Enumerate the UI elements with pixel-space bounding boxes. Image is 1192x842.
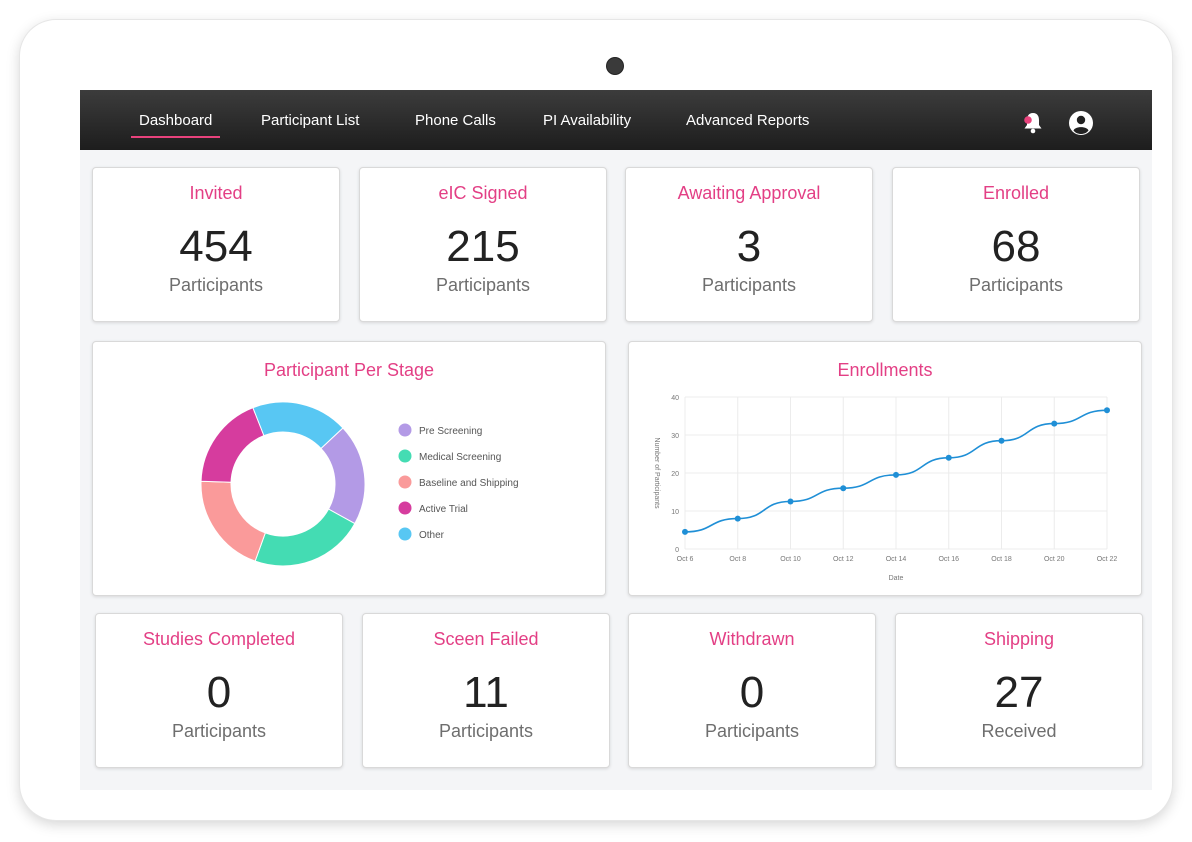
y-tick-label: 0 xyxy=(675,547,679,554)
stat-title: Invited xyxy=(189,183,243,203)
stat-value: 0 xyxy=(206,668,232,717)
data-point[interactable] xyxy=(1051,420,1058,427)
nav-participant-list[interactable]: Participant List xyxy=(261,112,360,129)
stat-unit: Received xyxy=(981,721,1057,741)
nav-phone-calls[interactable]: Phone Calls xyxy=(415,112,496,129)
stat-value: 27 xyxy=(994,668,1044,717)
x-tick-label: Oct 6 xyxy=(677,556,694,563)
donut-chart: Pre Screening Medical Screening Baseline a… xyxy=(200,401,519,567)
stat-title: eIC Signed xyxy=(438,183,528,203)
nav-dashboard[interactable]: Dashboard xyxy=(130,112,221,138)
bell-icon[interactable] xyxy=(1020,110,1046,136)
nav-pi-availability[interactable]: PI Availability xyxy=(543,112,632,129)
stat-card-eic-signed[interactable]: eIC Signed 215 Participants xyxy=(359,167,607,322)
stat-title: Withdrawn xyxy=(709,629,795,649)
y-tick-label: 10 xyxy=(671,509,679,516)
stat-value: 454 xyxy=(179,222,253,271)
camera xyxy=(607,58,623,74)
line-chart-title: Enrollments xyxy=(837,360,933,380)
stat-card-enrolled[interactable]: Enrolled 68 Participants xyxy=(892,167,1140,322)
stat-value: 215 xyxy=(446,222,520,271)
stat-unit: Participants xyxy=(701,275,797,295)
stat-card-shipping[interactable]: Shipping 27 Received xyxy=(895,613,1143,768)
data-point[interactable] xyxy=(787,498,794,505)
participant-per-stage-card: Participant Per Stage Pre Screening Medic… xyxy=(92,341,606,596)
legend-swatch xyxy=(398,527,412,541)
legend-label: Active Trial xyxy=(419,504,468,515)
data-point[interactable] xyxy=(945,454,952,461)
legend-swatch xyxy=(398,501,412,515)
stat-title: Sceen Failed xyxy=(433,629,539,649)
stat-value: 0 xyxy=(739,668,765,717)
data-point[interactable] xyxy=(840,485,847,492)
nav-advanced-reports[interactable]: Advanced Reports xyxy=(686,112,810,129)
top-navbar: Dashboard Participant List Phone Calls P… xyxy=(80,90,1152,150)
legend-swatch xyxy=(398,423,412,437)
legend-label: Pre Screening xyxy=(419,426,482,437)
stat-value: 11 xyxy=(463,668,509,717)
tablet-frame: Dashboard Participant List Phone Calls P… xyxy=(20,20,1172,820)
stat-title: Enrolled xyxy=(982,183,1050,203)
x-tick-label: Oct 14 xyxy=(886,556,907,563)
stat-unit: Participants xyxy=(968,275,1064,295)
stat-value: 68 xyxy=(991,222,1041,271)
donut-chart-title: Participant Per Stage xyxy=(263,360,435,380)
stat-card-withdrawn[interactable]: Withdrawn 0 Participants xyxy=(628,613,876,768)
app-screen: Dashboard Participant List Phone Calls P… xyxy=(80,90,1152,790)
x-tick-label: Oct 16 xyxy=(938,556,959,563)
stat-title: Awaiting Approval xyxy=(677,183,821,203)
y-tick-label: 30 xyxy=(671,433,679,440)
legend-label: Other xyxy=(419,530,445,541)
enrollments-card: Enrollments 0 10 20 30 40 Oct 6 Oct 8 Oct 10 Oct… xyxy=(628,341,1142,596)
stat-unit: Participants xyxy=(704,721,800,741)
data-point[interactable] xyxy=(682,528,688,535)
legend-swatch xyxy=(398,475,412,489)
legend-label: Medical Screening xyxy=(419,452,501,463)
x-tick-label: Oct 8 xyxy=(729,556,746,563)
x-tick-label: Oct 10 xyxy=(780,556,801,563)
data-point[interactable] xyxy=(734,515,741,522)
stat-card-studies-completed[interactable]: Studies Completed 0 Participants xyxy=(95,613,343,768)
stat-unit: Participants xyxy=(438,721,534,741)
y-tick-label: 20 xyxy=(671,471,679,478)
y-axis-label: Number of Participants xyxy=(653,437,660,509)
stat-unit: Participants xyxy=(168,275,264,295)
stat-unit: Participants xyxy=(171,721,267,741)
user-circle-icon[interactable] xyxy=(1068,110,1094,136)
donut-slice-medical-screening[interactable] xyxy=(254,508,356,567)
donut-slice-other[interactable] xyxy=(252,401,344,450)
x-tick-label: Oct 12 xyxy=(833,556,854,563)
data-point[interactable] xyxy=(998,437,1005,444)
legend-swatch xyxy=(398,449,412,463)
legend-label: Baseline and Shipping xyxy=(419,478,519,489)
donut-slice-active-trial[interactable] xyxy=(200,407,265,483)
stat-title: Studies Completed xyxy=(142,629,296,649)
donut-slice-baseline-and-shipping[interactable] xyxy=(200,480,266,562)
line-chart: 0 10 20 30 40 Oct 6 Oct 8 Oct 10 Oct 12 Oct 14 Oct… xyxy=(653,395,1118,582)
data-point[interactable] xyxy=(893,471,899,478)
data-point[interactable] xyxy=(1104,407,1110,414)
notification-dot xyxy=(1024,116,1032,124)
stat-card-screen-failed[interactable]: Sceen Failed 11 Participants xyxy=(362,613,610,768)
stat-title: Shipping xyxy=(983,629,1055,649)
x-axis-label: Date xyxy=(889,575,904,582)
stat-unit: Participants xyxy=(435,275,531,295)
x-tick-label: Oct 20 xyxy=(1044,556,1065,563)
y-tick-label: 40 xyxy=(671,395,679,402)
x-tick-label: Oct 18 xyxy=(991,556,1012,563)
stat-value: 3 xyxy=(736,222,762,271)
stat-card-awaiting-approval[interactable]: Awaiting Approval 3 Participants xyxy=(625,167,873,322)
x-tick-label: Oct 22 xyxy=(1097,556,1118,563)
stat-card-invited[interactable]: Invited 454 Participants xyxy=(92,167,340,322)
